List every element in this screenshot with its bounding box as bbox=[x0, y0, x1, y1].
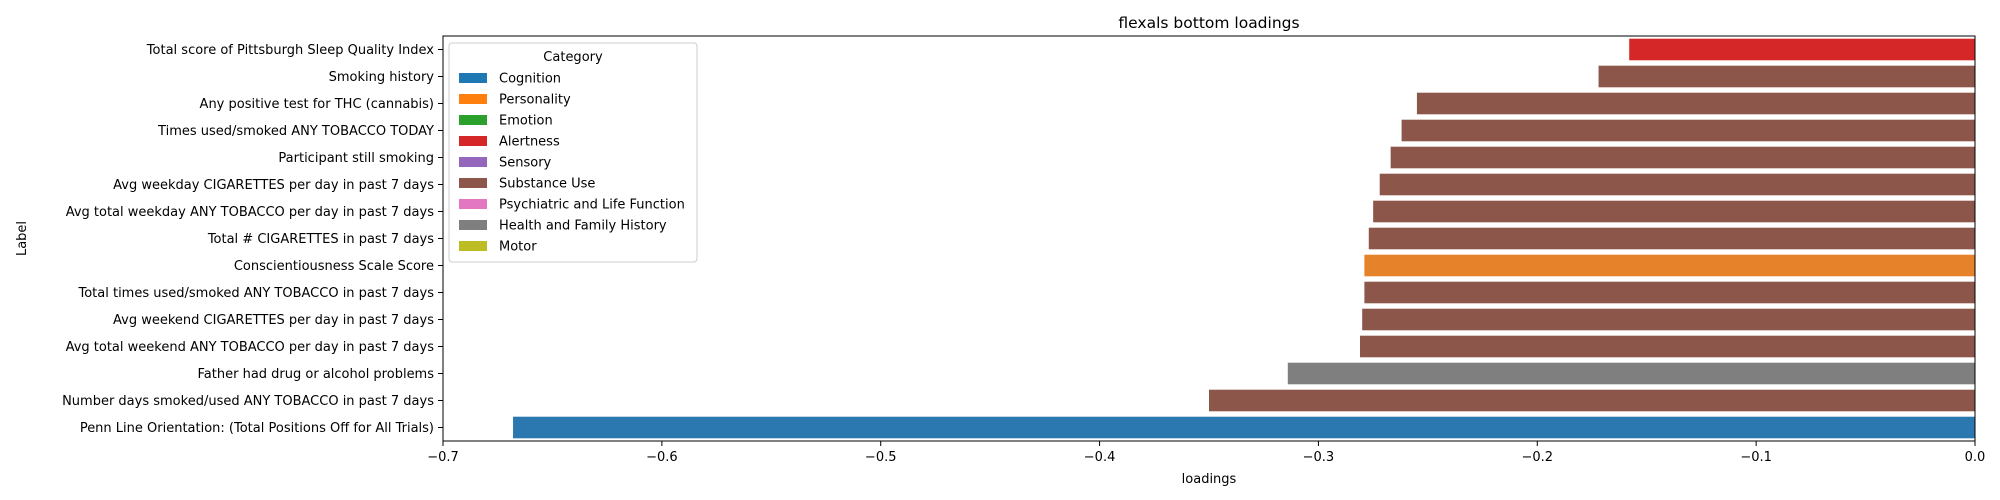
legend-entry-label: Personality bbox=[499, 93, 571, 108]
legend-box bbox=[448, 42, 698, 263]
bar bbox=[513, 416, 1975, 439]
legend: Category Cognition Personality Emotion Aler… bbox=[448, 42, 698, 263]
legend-entry-label: Motor bbox=[499, 240, 537, 255]
bar bbox=[1379, 173, 1975, 196]
x-tick-label: −0.7 bbox=[427, 450, 459, 465]
bar bbox=[1598, 65, 1975, 88]
x-tick-label: −0.5 bbox=[865, 450, 897, 465]
x-tick-label: 0.0 bbox=[1965, 450, 1986, 465]
legend-swatch bbox=[459, 157, 487, 167]
plot-frame bbox=[442, 35, 1976, 442]
x-tick-label: −0.3 bbox=[1303, 450, 1335, 465]
bar bbox=[1364, 254, 1975, 277]
y-axis-label: Label bbox=[15, 221, 30, 256]
legend-swatch bbox=[459, 94, 487, 104]
y-tick-label: Avg total weekday ANY TOBACCO per day in… bbox=[66, 205, 435, 220]
bar bbox=[1362, 308, 1975, 331]
legend-title: Category bbox=[543, 50, 603, 65]
y-tick-label: Avg weekday CIGARETTES per day in past 7… bbox=[113, 178, 434, 193]
legend-swatch bbox=[459, 241, 487, 251]
bar bbox=[1364, 281, 1975, 304]
x-axis-label: loadings bbox=[1182, 472, 1237, 487]
bar bbox=[1373, 200, 1975, 223]
bars-layer bbox=[513, 38, 1975, 439]
bar bbox=[1390, 146, 1975, 169]
bar bbox=[1209, 389, 1975, 412]
legend-swatch bbox=[459, 220, 487, 230]
bar bbox=[1368, 227, 1975, 250]
legend-swatch bbox=[459, 136, 487, 146]
y-tick-label: Avg total weekend ANY TOBACCO per day in… bbox=[66, 340, 435, 355]
legend-entry-label: Sensory bbox=[499, 156, 552, 171]
y-tick-label: Any positive test for THC (cannabis) bbox=[200, 97, 434, 112]
legend-swatch bbox=[459, 115, 487, 125]
y-tick-label: Total score of Pittsburgh Sleep Quality … bbox=[146, 43, 435, 58]
x-tick-label: −0.2 bbox=[1521, 450, 1553, 465]
y-tick-label: Penn Line Orientation: (Total Positions … bbox=[80, 421, 434, 436]
chart-title: flexals bottom loadings bbox=[1118, 14, 1299, 32]
bar bbox=[1401, 119, 1975, 142]
legend-entry-label: Psychiatric and Life Function bbox=[499, 198, 685, 213]
legend-entry-label: Emotion bbox=[499, 114, 553, 129]
x-tick-label: −0.6 bbox=[646, 450, 678, 465]
legend-entry-label: Substance Use bbox=[499, 177, 595, 192]
x-tick-label: −0.4 bbox=[1084, 450, 1116, 465]
legend-entry-label: Health and Family History bbox=[499, 219, 667, 234]
y-tick-label: Total times used/smoked ANY TOBACCO in p… bbox=[77, 286, 434, 301]
y-tick-label: Father had drug or alcohol problems bbox=[198, 367, 435, 382]
x-ticks-layer: −0.7 −0.6 −0.5 −0.4 −0.3 −0.2 −0.1 0.0 bbox=[427, 441, 1985, 465]
bar bbox=[1287, 362, 1975, 385]
y-tick-label: Avg weekend CIGARETTES per day in past 7… bbox=[113, 313, 434, 328]
bar bbox=[1416, 92, 1975, 115]
y-tick-label: Times used/smoked ANY TOBACCO TODAY bbox=[157, 124, 434, 139]
y-tick-label: Total # CIGARETTES in past 7 days bbox=[207, 232, 434, 247]
legend-entry-label: Cognition bbox=[499, 72, 561, 87]
legend-entry-label: Alertness bbox=[499, 135, 560, 150]
y-ticks-layer: Total score of Pittsburgh Sleep Quality … bbox=[62, 43, 443, 436]
y-tick-label: Conscientiousness Scale Score bbox=[234, 259, 434, 274]
bar bbox=[1360, 335, 1975, 358]
legend-swatch bbox=[459, 199, 487, 209]
y-tick-label: Smoking history bbox=[329, 70, 435, 85]
x-tick-label: −0.1 bbox=[1740, 450, 1772, 465]
legend-swatch bbox=[459, 178, 487, 188]
legend-swatch bbox=[459, 73, 487, 83]
bar bbox=[1629, 38, 1975, 61]
y-tick-label: Number days smoked/used ANY TOBACCO in p… bbox=[62, 394, 434, 409]
y-tick-label: Participant still smoking bbox=[278, 151, 434, 166]
